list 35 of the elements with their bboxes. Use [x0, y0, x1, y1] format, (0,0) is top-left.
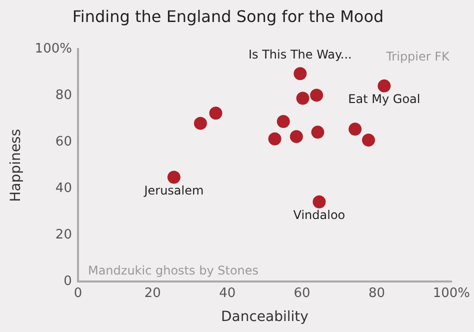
- point: [167, 170, 180, 184]
- point: [296, 92, 310, 105]
- point: [276, 114, 290, 128]
- annotation: Is This The Way...: [248, 48, 352, 62]
- x-tick-label: 100%: [432, 286, 470, 301]
- point: [209, 106, 222, 120]
- point: [311, 126, 324, 139]
- point: [294, 67, 307, 80]
- point: [194, 116, 207, 130]
- annotation: Eat My Goal: [348, 92, 420, 106]
- point: [378, 79, 391, 92]
- annotation: Trippier FK: [385, 49, 451, 64]
- y-tick-label: 60: [55, 134, 72, 150]
- point: [348, 122, 362, 136]
- point: [362, 134, 376, 147]
- point: [310, 88, 324, 102]
- x-tick-label: 0: [74, 286, 82, 301]
- y-tick-label: 40: [55, 181, 72, 196]
- point: [312, 195, 326, 208]
- annotation: Mandzukic ghosts by Stones: [88, 264, 259, 278]
- x-tick-label: 60: [294, 286, 310, 301]
- point: [268, 132, 282, 146]
- y-tick-label: 100%: [34, 42, 72, 57]
- x-tick-label: 80: [368, 286, 385, 301]
- y-tick-label: 0: [64, 274, 72, 289]
- y-tick-label: 20: [55, 227, 72, 242]
- x-axis-title: Danceability: [220, 309, 308, 326]
- chart-title: Finding the England Song for the Mood: [72, 6, 384, 26]
- annotation: Vindaloo: [293, 208, 346, 222]
- annotation: Jerusalem: [143, 183, 204, 198]
- y-axis-title: Happiness: [8, 128, 24, 202]
- x-tick-label: 20: [144, 286, 161, 301]
- point: [290, 130, 303, 144]
- x-tick-label: 40: [219, 286, 236, 301]
- y-tick-label: 80: [55, 88, 72, 104]
